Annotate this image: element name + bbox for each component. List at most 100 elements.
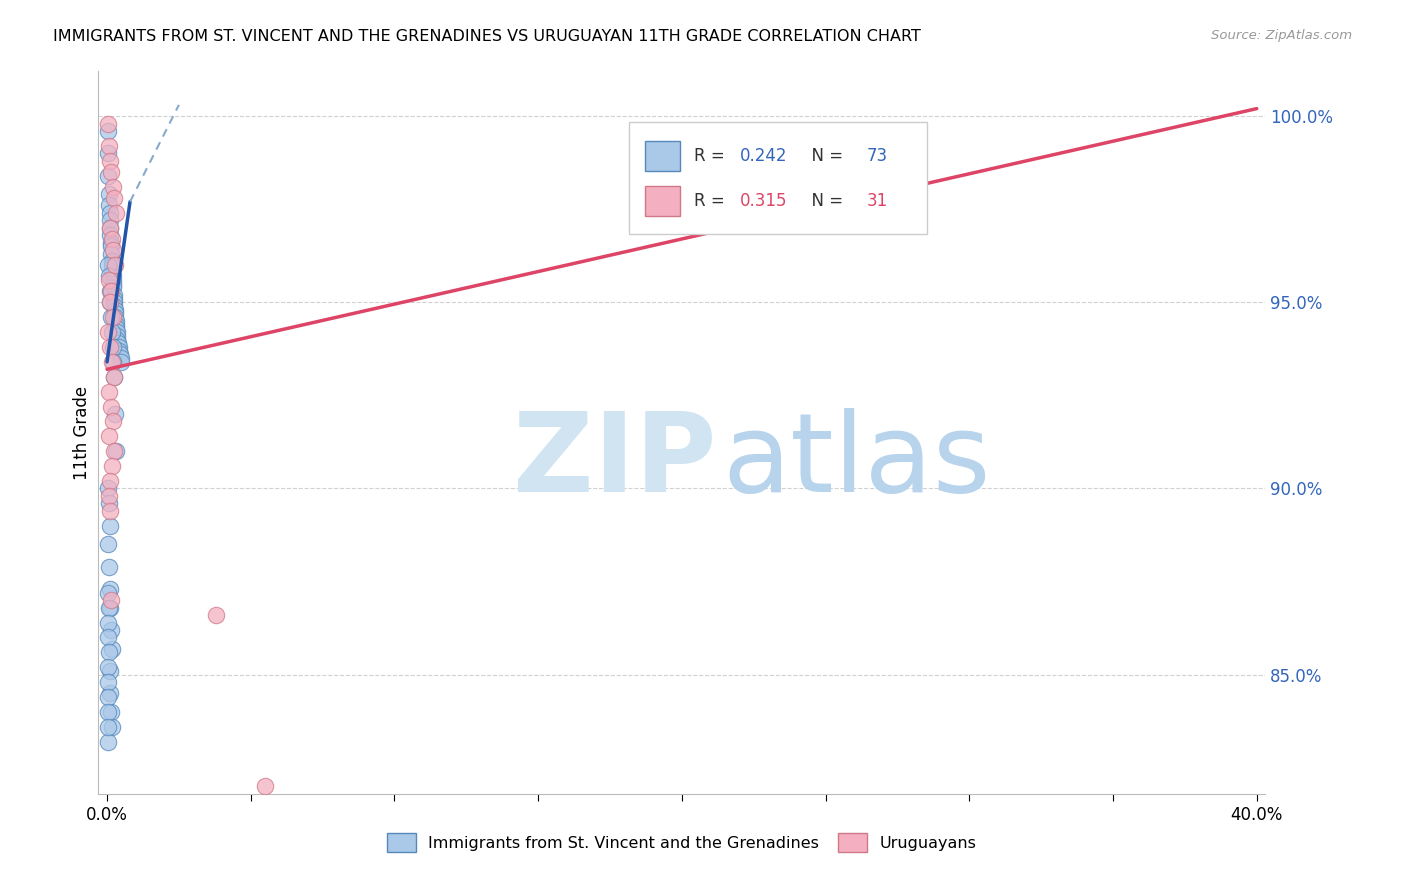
Point <box>103 288 125 302</box>
Point <box>101 269 124 284</box>
Point <box>98 198 121 212</box>
Point <box>103 369 125 384</box>
Point <box>104 206 127 220</box>
Point <box>100 623 122 637</box>
Point <box>103 355 125 369</box>
Text: atlas: atlas <box>723 408 991 515</box>
Point <box>97 615 120 630</box>
Point <box>97 482 120 496</box>
Text: 31: 31 <box>866 192 887 210</box>
FancyBboxPatch shape <box>644 141 679 171</box>
Point <box>100 247 122 261</box>
Point <box>105 321 128 335</box>
Point <box>105 328 128 343</box>
Point <box>103 299 125 313</box>
Point <box>98 284 121 298</box>
Text: Source: ZipAtlas.com: Source: ZipAtlas.com <box>1212 29 1353 42</box>
Point <box>107 340 129 354</box>
Point <box>104 258 127 272</box>
Text: IMMIGRANTS FROM ST. VINCENT AND THE GRENADINES VS URUGUAYAN 11TH GRADE CORRELATI: IMMIGRANTS FROM ST. VINCENT AND THE GREN… <box>53 29 921 44</box>
Point <box>101 355 124 369</box>
Point <box>97 258 120 272</box>
Point <box>110 355 132 369</box>
Point <box>98 273 121 287</box>
Point <box>103 191 125 205</box>
Point <box>100 284 122 298</box>
Point <box>101 641 124 656</box>
Point <box>104 314 127 328</box>
Point <box>100 239 122 253</box>
Point <box>97 675 120 690</box>
Text: N =: N = <box>801 192 848 210</box>
Point <box>97 735 120 749</box>
Point <box>104 310 127 325</box>
Point <box>98 496 121 510</box>
Point <box>100 220 122 235</box>
Text: R =: R = <box>693 147 730 165</box>
Point <box>98 384 121 399</box>
Point <box>104 306 127 320</box>
Point <box>205 608 228 623</box>
Point <box>107 336 129 351</box>
Point <box>97 645 120 659</box>
Point <box>98 139 121 153</box>
Point <box>97 116 120 130</box>
Point <box>97 660 120 674</box>
Point <box>97 124 120 138</box>
Point <box>98 582 121 596</box>
Point <box>101 258 124 272</box>
Point <box>97 631 120 645</box>
Point <box>100 340 122 354</box>
Point <box>108 347 131 361</box>
Point <box>97 705 120 719</box>
FancyBboxPatch shape <box>644 186 679 216</box>
Point <box>101 325 124 339</box>
Point <box>100 686 122 700</box>
Point <box>103 414 125 428</box>
Point <box>100 400 122 414</box>
Point <box>100 720 122 734</box>
Point <box>104 407 127 421</box>
Point <box>103 292 125 306</box>
Point <box>100 165 122 179</box>
Point <box>104 444 127 458</box>
Legend: Immigrants from St. Vincent and the Grenadines, Uruguayans: Immigrants from St. Vincent and the Gren… <box>381 827 983 858</box>
Point <box>97 146 120 161</box>
Point <box>98 429 121 443</box>
Point <box>100 593 122 607</box>
Point <box>97 169 120 183</box>
Point <box>98 518 121 533</box>
Point <box>103 295 125 310</box>
Point <box>98 213 121 227</box>
Text: 0.242: 0.242 <box>741 147 787 165</box>
Point <box>97 187 120 202</box>
Point <box>105 333 128 347</box>
Point <box>100 254 122 268</box>
Point <box>254 780 277 794</box>
Text: 0.315: 0.315 <box>741 192 787 210</box>
Text: ZIP: ZIP <box>513 408 716 515</box>
Point <box>97 720 120 734</box>
Point <box>101 340 124 354</box>
Point <box>100 295 122 310</box>
Point <box>98 474 121 488</box>
Point <box>97 559 120 574</box>
Point <box>101 459 124 474</box>
Point <box>98 504 121 518</box>
Point <box>101 273 124 287</box>
Point <box>103 277 125 291</box>
Point <box>101 265 124 279</box>
Point <box>100 235 122 250</box>
Point <box>98 664 121 678</box>
Point <box>103 444 125 458</box>
Text: N =: N = <box>801 147 848 165</box>
Point <box>98 153 121 168</box>
Point <box>98 206 121 220</box>
Point <box>104 318 127 332</box>
Point <box>98 269 121 284</box>
Point <box>103 369 125 384</box>
Point <box>103 280 125 294</box>
Point <box>100 310 122 325</box>
Point <box>100 705 122 719</box>
Point <box>101 310 124 325</box>
